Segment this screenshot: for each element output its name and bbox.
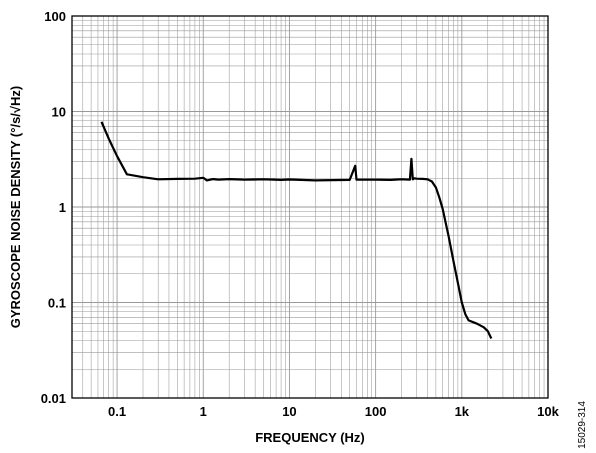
y-tick-label: 1 <box>59 200 66 215</box>
y-tick-label: 100 <box>44 9 66 24</box>
x-tick-label: 10k <box>537 404 559 419</box>
y-tick-labels: 0.01 0.1 1 10 100 <box>41 9 66 406</box>
x-tick-label: 100 <box>365 404 387 419</box>
y-tick-label: 10 <box>52 105 66 120</box>
y-axis-label: GYROSCOPE NOISE DENSITY (°/s/√Hz) <box>8 86 23 329</box>
x-tick-label: 1 <box>200 404 207 419</box>
x-tick-label: 1k <box>455 404 470 419</box>
y-tick-label: 0.1 <box>48 296 66 311</box>
chart-grid <box>72 16 548 398</box>
x-tick-labels: 0.1 1 10 100 1k 10k <box>108 404 560 419</box>
x-axis-label: FREQUENCY (Hz) <box>255 430 365 445</box>
x-tick-label: 10 <box>282 404 296 419</box>
series-line <box>100 121 493 339</box>
figure-id: 15029-314 <box>577 401 588 449</box>
y-tick-label: 0.01 <box>41 391 66 406</box>
x-tick-label: 0.1 <box>108 404 126 419</box>
plot-frame <box>71 15 549 399</box>
